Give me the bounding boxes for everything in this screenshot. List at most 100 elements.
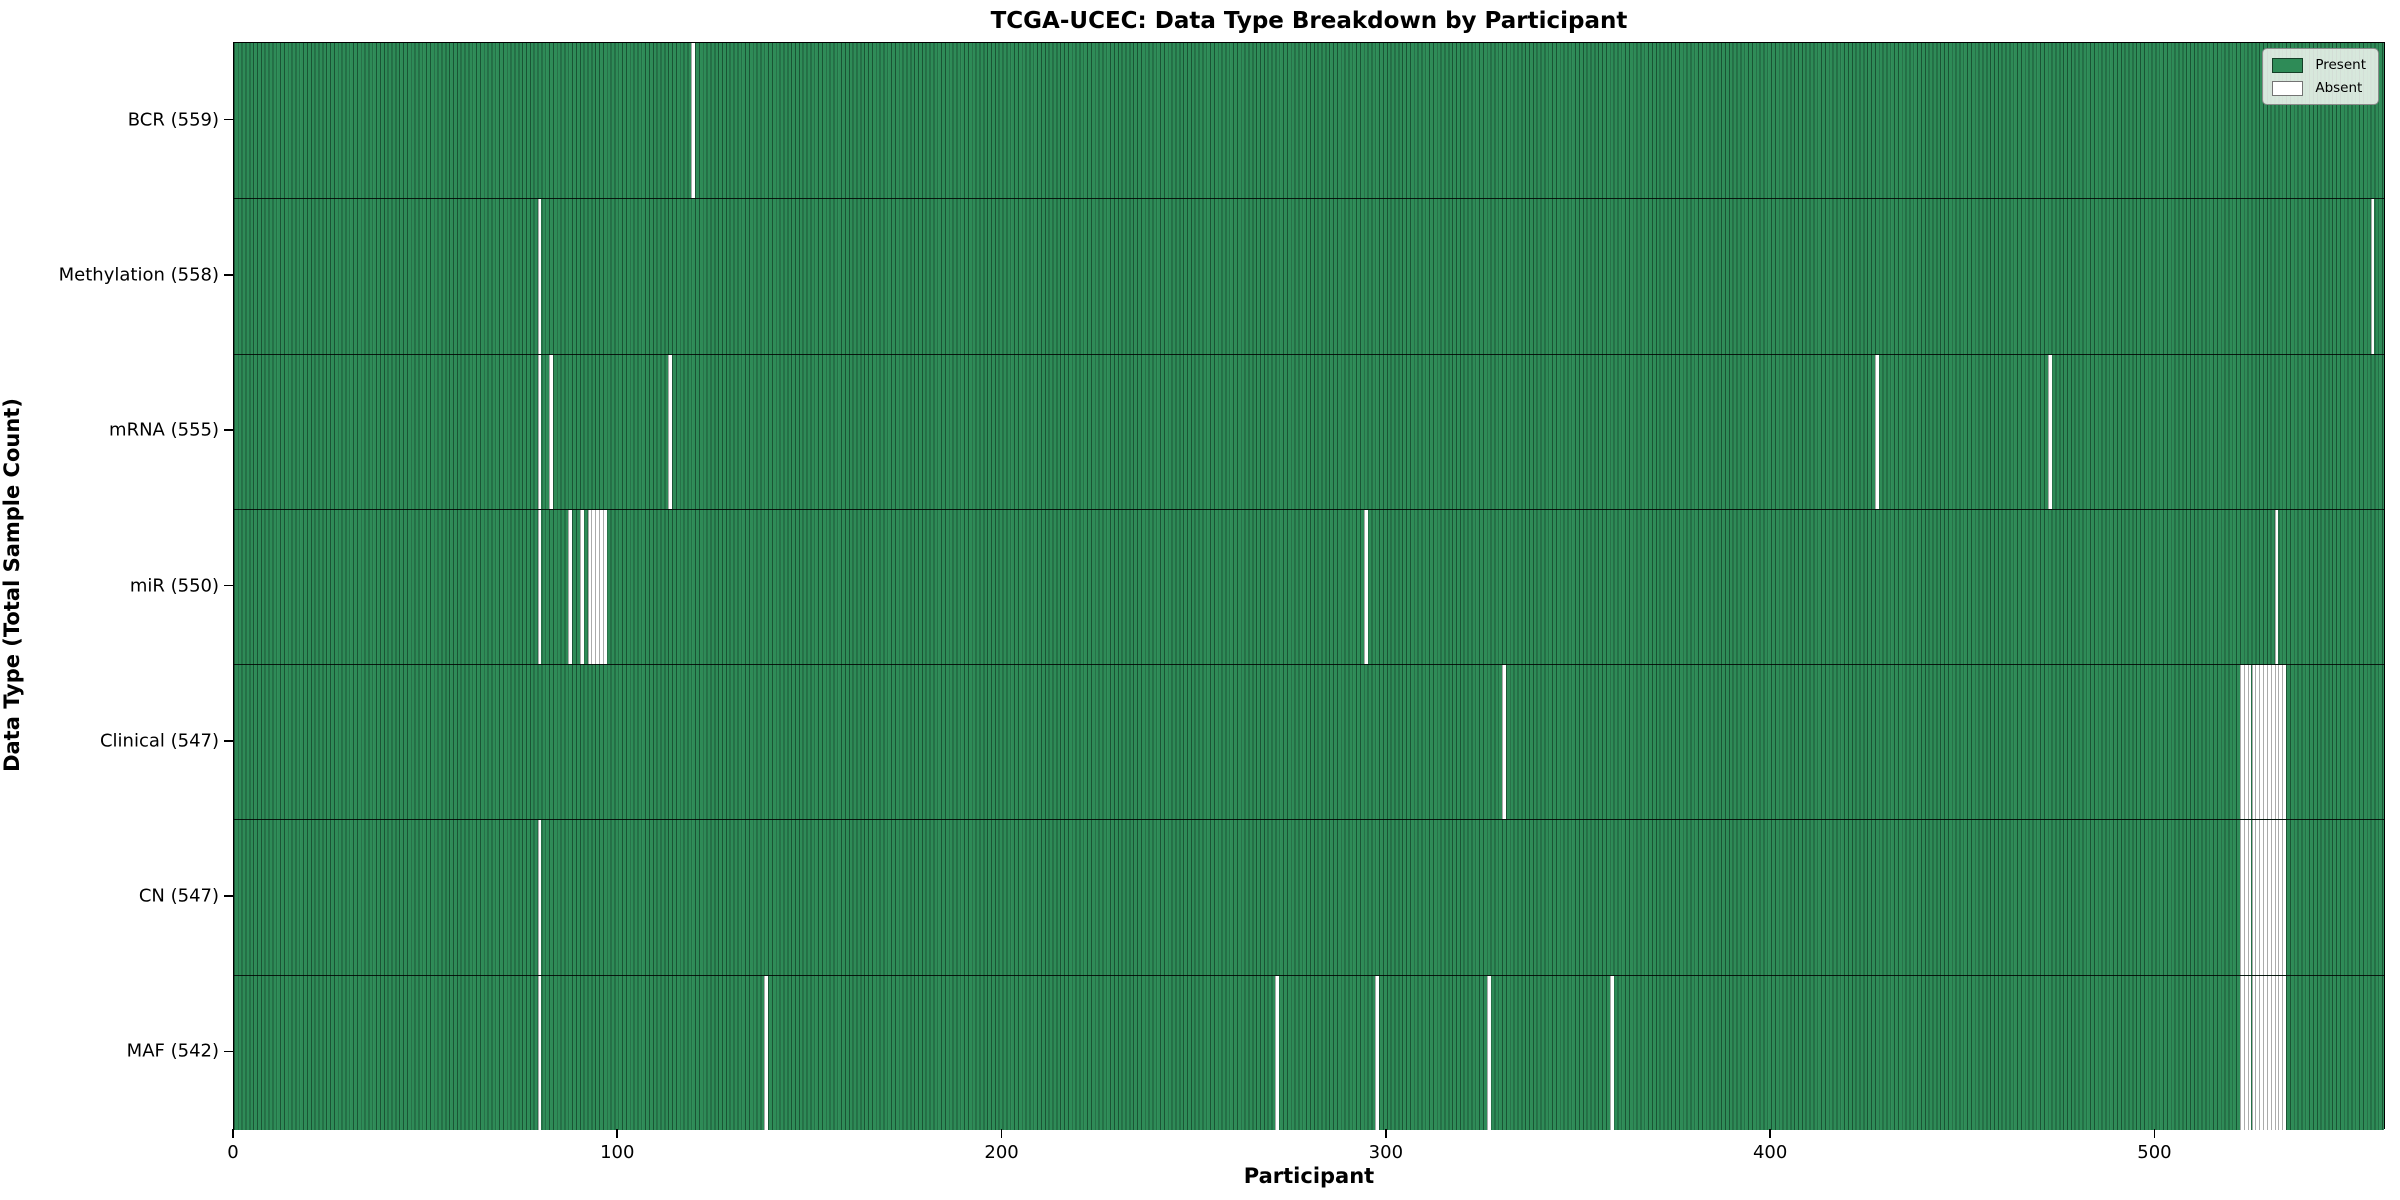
absent-swatch-icon — [2272, 80, 2304, 96]
y-tick-mark — [224, 1050, 233, 1053]
absent-gap-cn-529 — [2266, 820, 2271, 975]
absent-gap-mrna-82 — [549, 354, 553, 509]
absent-gap-clinical-530 — [2270, 665, 2275, 820]
y-tick-mark — [224, 739, 233, 742]
absent-gap-mir-92 — [587, 509, 592, 665]
x-tick-label-500: 500 — [2137, 1142, 2172, 1163]
x-tick-label-200: 200 — [984, 1142, 1019, 1163]
absent-gap-cn-530 — [2270, 820, 2275, 975]
absent-gap-clinical-523 — [2243, 665, 2248, 820]
x-axis-label: Participant — [1243, 1164, 1375, 1188]
absent-gap-maf-524 — [2247, 975, 2252, 1130]
legend-entry-present: Present — [2272, 57, 2366, 73]
x-tick-mark — [616, 1129, 619, 1138]
y-tick-label-mir: miR (550) — [129, 575, 219, 596]
absent-gap-clinical-524 — [2247, 665, 2252, 820]
y-tick-mark — [224, 895, 233, 897]
y-tick-mark — [224, 584, 233, 587]
absent-gap-maf-527 — [2259, 975, 2263, 1130]
absent-gap-maf-326 — [1486, 975, 1491, 1130]
absent-gap-mir-531 — [2274, 509, 2279, 665]
legend-label-absent: Absent — [2315, 80, 2363, 96]
legend-label-present: Present — [2315, 57, 2366, 73]
row-bcr — [234, 43, 2384, 199]
absent-gap-mir-90 — [579, 509, 584, 665]
y-tick-label-cn: CN (547) — [138, 885, 219, 907]
row-mir — [234, 508, 2384, 665]
absent-gap-maf-533 — [2282, 975, 2287, 1130]
absent-gap-maf-358 — [1609, 975, 1614, 1130]
absent-gap-maf-297 — [1375, 975, 1380, 1130]
row-clinical — [234, 664, 2384, 820]
y-tick-mark — [224, 274, 233, 276]
y-axis-label: Data Type (Total Sample Count) — [0, 398, 24, 772]
row-methylation — [234, 198, 2384, 354]
x-tick-label-400: 400 — [1752, 1142, 1788, 1163]
y-tick-label-bcr: BCR (559) — [127, 109, 219, 131]
x-tick-mark — [1385, 1129, 1387, 1138]
y-tick-mark — [224, 118, 233, 121]
absent-gap-clinical-531 — [2274, 665, 2279, 820]
absent-gap-clinical-528 — [2263, 665, 2267, 820]
x-tick-label-300: 300 — [1368, 1142, 1404, 1163]
absent-gap-cn-531 — [2274, 820, 2279, 975]
absent-gap-mir-96 — [602, 509, 607, 665]
absent-gap-mir-294 — [1363, 509, 1368, 665]
x-tick-mark — [1000, 1129, 1003, 1138]
absent-gap-mir-87 — [568, 509, 573, 665]
absent-gap-maf-528 — [2263, 975, 2267, 1130]
absent-gap-mir-94 — [595, 509, 600, 665]
absent-gap-clinical-525 — [2251, 665, 2256, 820]
y-tick-label-maf: MAF (542) — [126, 1040, 219, 1062]
row-mrna — [234, 353, 2384, 509]
absent-gap-cn-523 — [2243, 820, 2248, 975]
absent-gap-maf-531 — [2274, 975, 2279, 1130]
absent-gap-cn-525 — [2251, 820, 2256, 975]
chart-title: TCGA-UCEC: Data Type Breakdown by Partic… — [990, 8, 1628, 34]
x-tick-mark — [1769, 1129, 1771, 1138]
y-tick-label-clinical: Clinical (547) — [99, 730, 219, 752]
x-tick-label-0: 0 — [227, 1142, 239, 1163]
row-cn — [234, 819, 2384, 975]
legend-entry-absent: Absent — [2272, 80, 2366, 96]
absent-gap-clinical-532 — [2278, 665, 2283, 820]
y-tick-label-mrna: mRNA (555) — [109, 419, 219, 441]
absent-gap-cn-526 — [2255, 820, 2260, 975]
absent-gap-clinical-330 — [1502, 665, 1506, 820]
absent-gap-maf-529 — [2266, 975, 2271, 1130]
absent-gap-cn-533 — [2282, 820, 2287, 975]
absent-gap-clinical-533 — [2282, 665, 2287, 820]
absent-gap-maf-526 — [2255, 975, 2260, 1130]
absent-gap-mir-95 — [599, 509, 603, 665]
absent-gap-maf-525 — [2251, 975, 2256, 1130]
absent-gap-mrna-472 — [2047, 354, 2052, 509]
x-tick-label-100: 100 — [600, 1142, 635, 1163]
absent-gap-maf-530 — [2270, 975, 2275, 1130]
absent-gap-maf-522 — [2239, 975, 2244, 1130]
y-tick-label-methylation: Methylation (558) — [58, 264, 219, 286]
absent-gap-methylation-79 — [537, 199, 542, 354]
absent-gap-methylation-556 — [2370, 199, 2375, 354]
present-swatch-icon — [2272, 57, 2304, 73]
absent-gap-cn-528 — [2263, 820, 2267, 975]
absent-gap-mrna-79 — [537, 354, 542, 509]
x-tick-mark — [2153, 1129, 2156, 1138]
absent-gap-maf-523 — [2243, 975, 2248, 1130]
absent-gap-cn-522 — [2239, 820, 2244, 975]
absent-gap-maf-79 — [537, 975, 542, 1130]
absent-gap-bcr-119 — [691, 43, 696, 199]
absent-gap-maf-271 — [1275, 975, 1280, 1130]
legend: Present Absent — [2262, 48, 2379, 105]
absent-gap-mrna-427 — [1874, 354, 1879, 509]
absent-gap-clinical-526 — [2255, 665, 2260, 820]
absent-gap-maf-138 — [764, 975, 769, 1130]
absent-gap-mir-79 — [537, 509, 542, 665]
absent-gap-mrna-113 — [668, 354, 673, 509]
absent-gap-clinical-527 — [2259, 665, 2263, 820]
absent-gap-cn-524 — [2247, 820, 2252, 975]
absent-gap-mir-93 — [591, 509, 596, 665]
absent-gap-maf-532 — [2278, 975, 2283, 1130]
plot-area: Present Absent — [233, 42, 2385, 1130]
absent-gap-clinical-522 — [2239, 665, 2244, 820]
